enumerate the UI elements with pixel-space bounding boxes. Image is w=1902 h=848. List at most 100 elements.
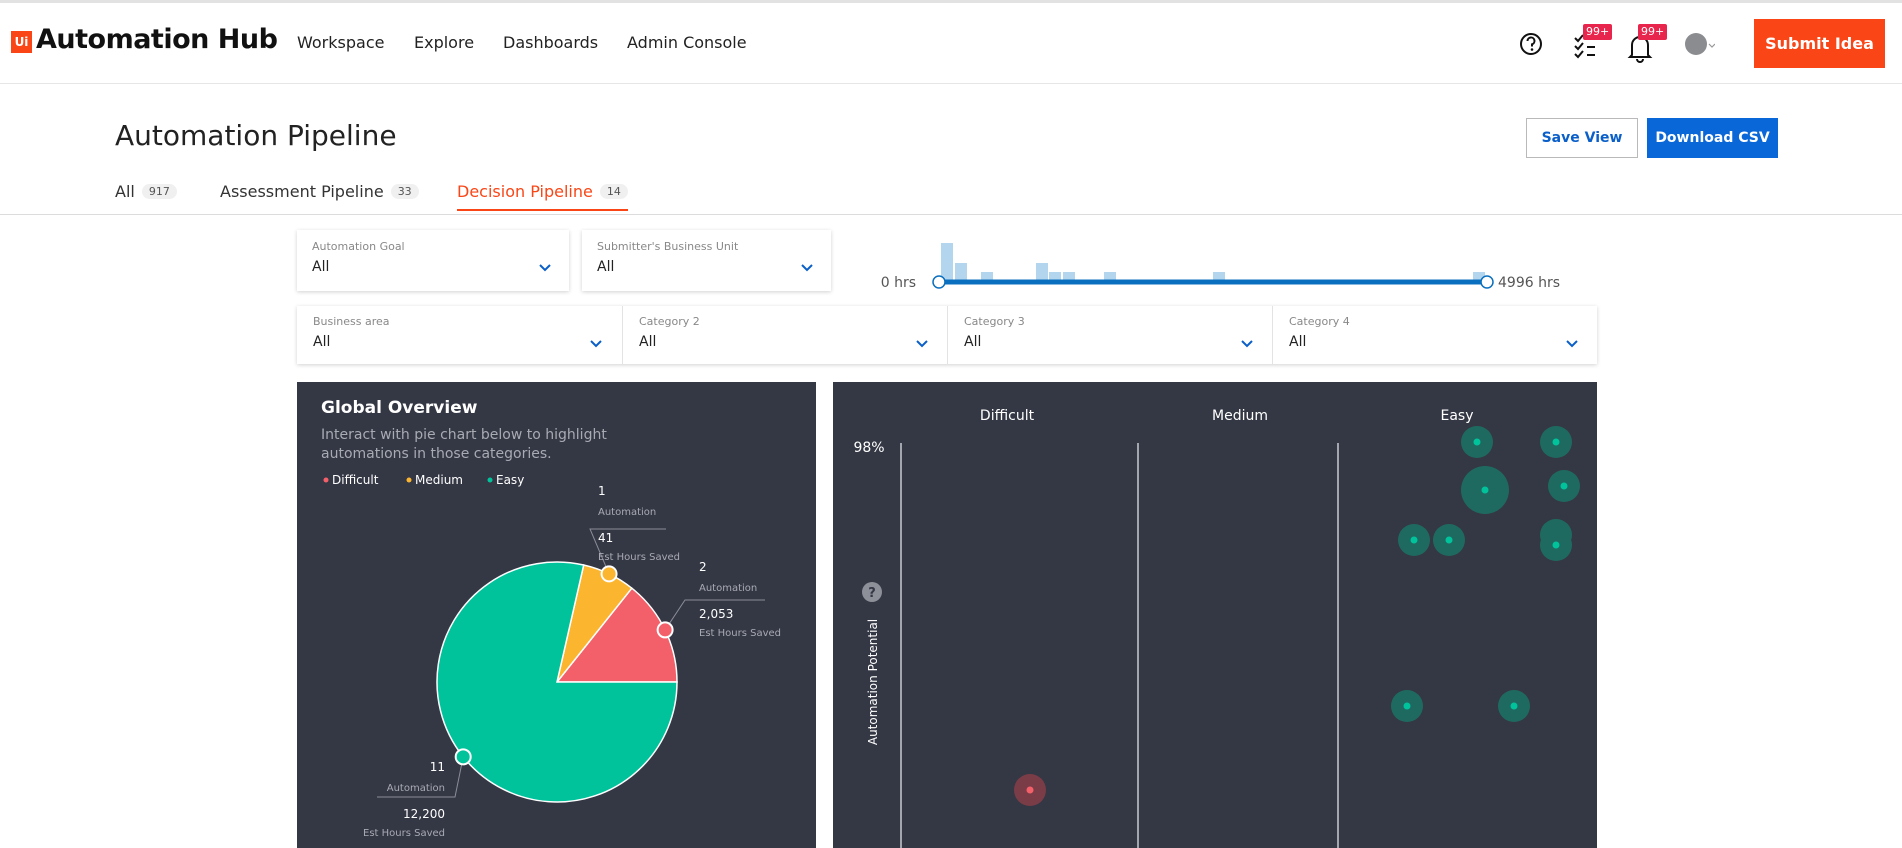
histogram (941, 243, 1485, 282)
automation-count: 1 (598, 484, 606, 498)
bubble-center (1473, 438, 1481, 446)
chevron (916, 340, 928, 348)
histogram-bar (1213, 272, 1225, 282)
logo-text[interactable]: Automation Hub (36, 24, 278, 55)
bell-glyph (1627, 36, 1653, 63)
y-top-label: 98% (853, 440, 884, 456)
nav-link[interactable]: Workspace (297, 33, 385, 52)
automation-caption: Automation (699, 583, 757, 594)
filter-value: All (313, 334, 331, 350)
legend-label: Easy (496, 473, 524, 487)
automation-caption: Automation (598, 507, 656, 518)
bell-icon[interactable] (1627, 36, 1653, 63)
help-dot (1530, 48, 1534, 51)
help-icon[interactable] (862, 582, 882, 602)
filter-label: Business area (313, 315, 390, 328)
help-icon-glyph: ? (868, 586, 876, 601)
download-csv-button[interactable]: Download CSV (1647, 118, 1778, 158)
leader-line (377, 756, 464, 798)
tab-count: 33 (390, 184, 419, 199)
slider-handle[interactable] (1480, 275, 1494, 289)
hours-saved: 2,053 (699, 607, 733, 621)
bubble-center (1410, 536, 1418, 544)
legend-label: Medium (415, 473, 463, 487)
histogram-bar (981, 272, 993, 282)
submit-idea-button[interactable]: Submit Idea (1754, 19, 1885, 68)
filter-dropdown[interactable]: Category 3 All (947, 306, 1273, 364)
bubble-center (1403, 702, 1411, 710)
hours-caption: Est Hours Saved (598, 552, 680, 563)
avatar[interactable] (1685, 33, 1707, 55)
slice-marker[interactable] (600, 565, 618, 583)
bubble-center (1481, 486, 1489, 494)
hours-saved: 12,200 (403, 807, 445, 821)
avatar-chevron[interactable] (1708, 43, 1715, 48)
tab[interactable]: All 917 (115, 182, 177, 201)
column-header: Easy (1440, 408, 1473, 424)
filter-label: Submitter's Business Unit (597, 240, 739, 253)
tab-label: Assessment Pipeline (220, 182, 384, 201)
filter-dropdown[interactable]: Business area All (297, 306, 622, 364)
filter-dropdown[interactable]: Automation Goal All (297, 230, 569, 291)
chevron (801, 264, 813, 272)
legend-swatch (406, 477, 412, 483)
slice-marker[interactable] (656, 621, 674, 639)
histogram-bar (1049, 272, 1061, 282)
automation-count: 11 (430, 760, 445, 774)
bubble-center (1445, 536, 1453, 544)
histogram-bar (1104, 272, 1116, 282)
hours-saved: 41 (598, 531, 613, 545)
chevron (1566, 340, 1578, 348)
bubbles (1014, 426, 1580, 806)
histogram-bar (941, 243, 953, 282)
tab[interactable]: Decision Pipeline 14 (457, 182, 628, 211)
filter-label: Automation Goal (312, 240, 405, 253)
top-border (0, 0, 1902, 3)
automation-matrix-panel: Difficult Medium Easy 98% ? Automation P… (833, 382, 1597, 848)
filter-value: All (597, 259, 615, 275)
help-circle (1520, 33, 1542, 55)
hours-caption: Est Hours Saved (363, 828, 445, 839)
filter-value: All (312, 259, 330, 275)
automation-count: 2 (699, 560, 707, 574)
bubble-center (1026, 786, 1034, 794)
save-view-button[interactable]: Save View (1526, 118, 1638, 158)
slider-handle[interactable] (932, 275, 946, 289)
header-icons (1520, 33, 1715, 63)
hours-range-slider[interactable]: 0 hrs 4996 hrs (870, 232, 1570, 292)
header (0, 3, 1902, 84)
page-title: Automation Pipeline (115, 119, 397, 152)
filter-dropdown[interactable]: Category 4 All (1272, 306, 1598, 364)
filter-value: All (1289, 334, 1307, 350)
nav-link[interactable]: Dashboards (503, 33, 599, 52)
histogram-bar (1036, 263, 1048, 282)
panel-title: Global Overview (321, 398, 478, 418)
help-glyph (1526, 36, 1536, 47)
panel-subtitle: Interact with pie chart below to highlig… (321, 427, 607, 443)
column-header: Medium (1212, 408, 1268, 424)
tab-count: 14 (599, 184, 628, 199)
legend-swatch (487, 477, 493, 483)
slice-marker[interactable] (454, 748, 472, 766)
nav-link[interactable]: Explore (414, 33, 475, 52)
bubble-center (1552, 438, 1560, 446)
filter-label: Category 2 (639, 315, 700, 328)
category-filters: Business area All Category 2 All Categor… (297, 306, 1597, 364)
leader-line (664, 599, 765, 631)
legend-label: Difficult (332, 473, 379, 487)
legend-swatch (323, 477, 329, 483)
help-icon[interactable] (1520, 33, 1542, 55)
tab-count: 917 (141, 184, 177, 199)
bubble-center (1560, 482, 1568, 490)
filter-value: All (639, 334, 657, 350)
tab-label: All (115, 182, 135, 201)
logo-badge[interactable]: Ui (11, 31, 32, 53)
nav-link[interactable]: Admin Console (627, 33, 747, 52)
chevron (1241, 340, 1253, 348)
tab[interactable]: Assessment Pipeline 33 (220, 182, 419, 201)
filter-label: Category 3 (964, 315, 1025, 328)
filter-dropdown[interactable]: Category 2 All (622, 306, 948, 364)
histogram-bar (1473, 272, 1485, 282)
filter-dropdown[interactable]: Submitter's Business Unit All (582, 230, 831, 291)
